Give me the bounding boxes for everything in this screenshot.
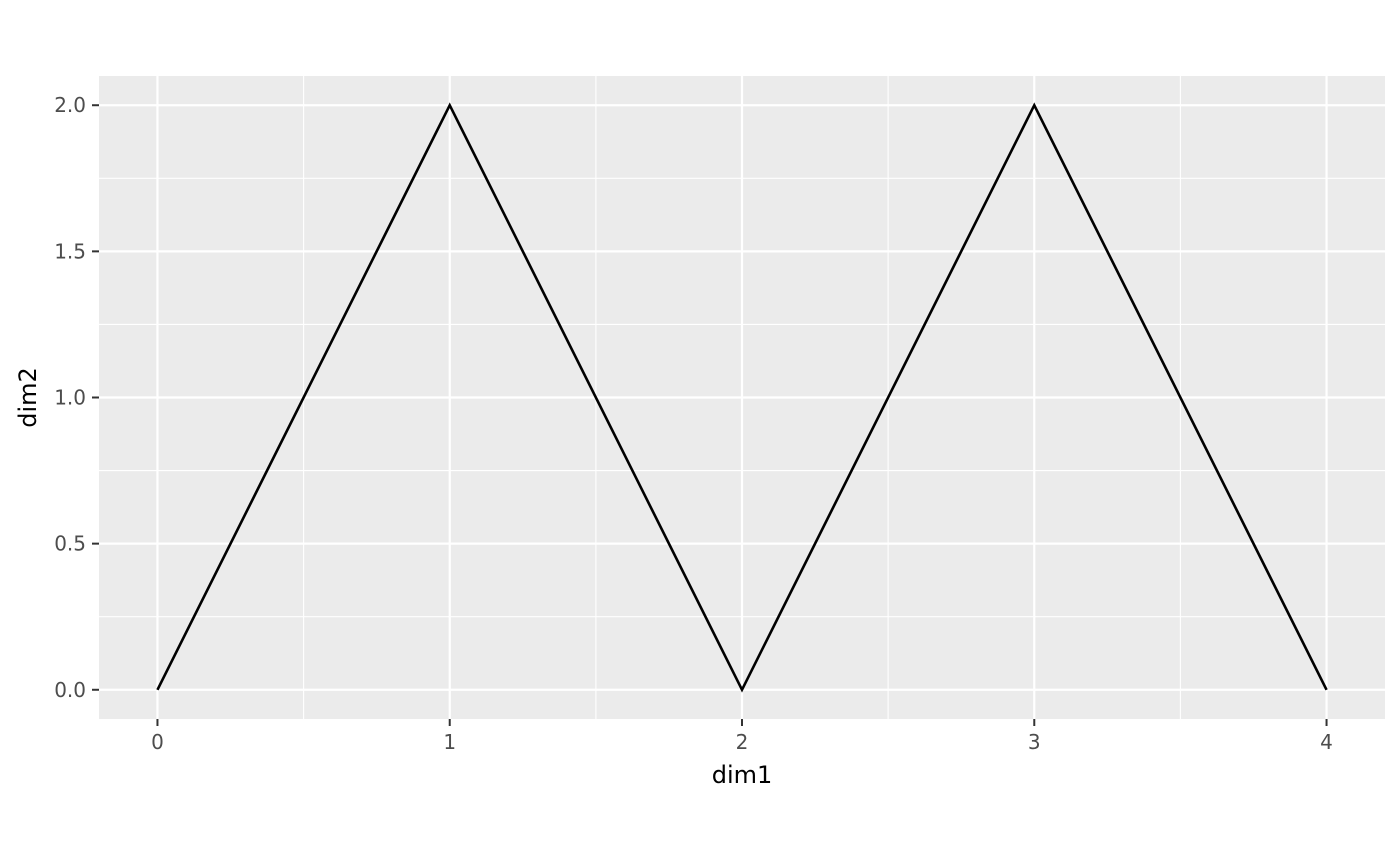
x-tick-label-2: 2 <box>736 730 749 754</box>
x-axis-title: dim1 <box>712 761 773 789</box>
x-tick-label-1: 1 <box>443 730 456 754</box>
y-tick-label-4: 2.0 <box>54 93 86 117</box>
series-line-0 <box>156 102 1328 693</box>
y-axis-title: dim2 <box>14 367 42 428</box>
x-tick-label-4: 4 <box>1320 730 1333 754</box>
x-tick-label-3: 3 <box>1028 730 1041 754</box>
y-tick-label-3: 1.5 <box>54 239 86 263</box>
x-axis: 0 1 2 3 4 <box>151 719 1333 754</box>
y-tick-label-1: 0.5 <box>54 532 86 556</box>
x-tick-label-0: 0 <box>151 730 164 754</box>
y-tick-label-2: 1.0 <box>54 386 86 410</box>
y-axis: 0.0 0.5 1.0 1.5 2.0 <box>54 93 99 702</box>
series-layer <box>156 102 1328 693</box>
y-tick-label-0: 0.0 <box>54 678 86 702</box>
